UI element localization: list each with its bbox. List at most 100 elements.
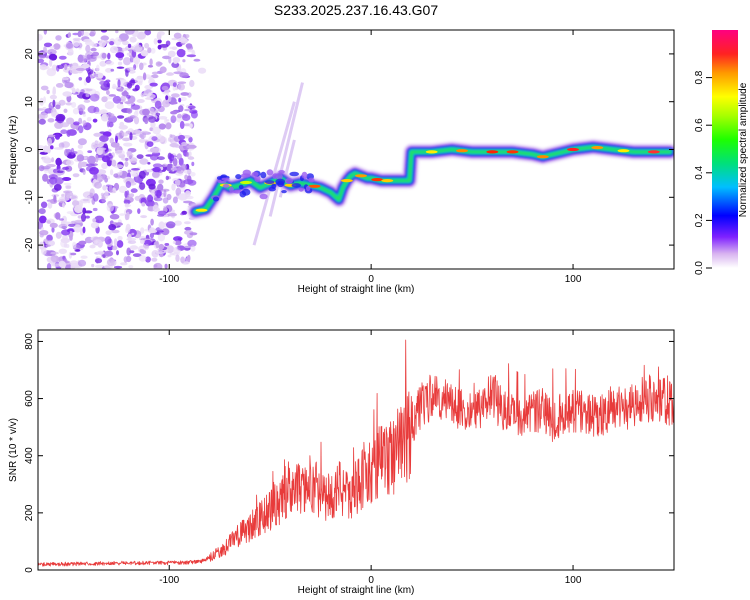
noise-speckle xyxy=(117,79,121,88)
noise-speckle xyxy=(151,136,158,142)
noise-speckle xyxy=(164,118,168,125)
noise-speckle xyxy=(140,227,145,234)
noise-speckle xyxy=(58,223,68,229)
noise-speckle xyxy=(126,52,132,56)
noise-speckle xyxy=(115,52,125,59)
noise-speckle xyxy=(188,136,193,143)
noise-speckle xyxy=(125,181,132,188)
noise-speckle xyxy=(128,265,134,269)
ridge-speckle xyxy=(235,174,242,180)
noise-speckle xyxy=(99,109,108,115)
noise-speckle xyxy=(71,101,77,108)
noise-speckle xyxy=(61,193,65,197)
noise-speckle xyxy=(67,48,74,56)
noise-speckle xyxy=(159,44,169,48)
noise-speckle xyxy=(94,264,105,269)
noise-speckle xyxy=(115,135,118,143)
noise-speckle xyxy=(111,159,117,167)
noise-speckle xyxy=(101,162,108,170)
x-tick-label: 100 xyxy=(565,274,582,285)
noise-speckle xyxy=(181,141,188,146)
chart-title: S233.2025.237.16.43.G07 xyxy=(274,2,438,18)
noise-speckle xyxy=(75,249,81,252)
noise-speckle xyxy=(46,234,53,242)
noise-speckle xyxy=(130,188,138,193)
noise-speckle xyxy=(104,101,115,110)
noise-speckle xyxy=(125,68,129,77)
noise-speckle xyxy=(154,100,162,110)
noise-speckle xyxy=(113,164,124,169)
noise-speckle xyxy=(97,72,104,79)
noise-speckle xyxy=(62,77,69,81)
noise-speckle xyxy=(43,46,47,54)
noise-speckle xyxy=(38,58,45,63)
noise-speckle xyxy=(77,104,86,112)
noise-speckle xyxy=(171,46,178,50)
noise-speckle xyxy=(90,222,100,229)
noise-speckle xyxy=(123,142,133,147)
ridge-speckle xyxy=(277,180,285,188)
ridge-streak xyxy=(268,82,304,217)
noise-speckle xyxy=(57,170,64,174)
noise-speckle xyxy=(126,150,132,156)
colorbar-tick-label: 0.2 xyxy=(694,213,705,227)
noise-speckle xyxy=(58,99,66,106)
noise-speckle xyxy=(109,169,114,176)
noise-speckle xyxy=(130,104,141,110)
x-tick-label: 0 xyxy=(368,274,374,285)
noise-speckle xyxy=(62,190,73,194)
ridge-speckle xyxy=(268,186,276,192)
ridge-speckle xyxy=(259,193,268,200)
noise-speckle xyxy=(132,44,143,53)
noise-speckle xyxy=(139,249,145,253)
noise-speckle xyxy=(55,157,62,166)
noise-speckle xyxy=(166,72,174,76)
noise-speckle xyxy=(117,115,125,119)
ridge-speckle xyxy=(239,190,247,198)
noise-speckle xyxy=(113,238,118,247)
noise-speckle xyxy=(140,215,148,219)
noise-speckle xyxy=(94,181,102,189)
noise-speckle xyxy=(142,108,150,116)
noise-speckle xyxy=(186,54,197,58)
noise-speckle xyxy=(152,163,163,168)
noise-speckle xyxy=(122,137,131,142)
noise-speckle xyxy=(94,258,103,264)
y-tick-label: 600 xyxy=(24,390,35,407)
noise-speckle xyxy=(149,82,158,87)
noise-speckle xyxy=(106,90,110,95)
noise-speckle xyxy=(96,64,100,72)
noise-speckle xyxy=(58,55,67,60)
noise-speckle xyxy=(149,147,159,153)
noise-speckle xyxy=(150,121,156,128)
noise-speckle xyxy=(42,106,47,110)
noise-speckle xyxy=(167,254,172,258)
noise-speckle xyxy=(119,87,124,93)
noise-speckle xyxy=(162,197,169,204)
noise-speckle xyxy=(118,185,127,193)
noise-speckle xyxy=(182,114,191,121)
ridge-speckle xyxy=(265,180,275,185)
noise-speckle xyxy=(82,113,86,117)
noise-speckle xyxy=(151,189,155,197)
noise-speckle xyxy=(59,218,64,221)
noise-speckle xyxy=(78,77,83,81)
noise-speckle xyxy=(143,199,152,203)
noise-speckle xyxy=(60,122,70,128)
noise-speckle xyxy=(136,154,144,160)
noise-speckle xyxy=(70,262,75,269)
noise-speckle xyxy=(170,134,176,138)
colorbar-tick-label: 0.4 xyxy=(694,165,705,179)
noise-speckle xyxy=(78,125,84,134)
noise-speckle xyxy=(146,141,154,148)
noise-speckle xyxy=(47,118,55,123)
noise-speckle xyxy=(82,207,87,215)
noise-speckle xyxy=(106,113,115,118)
noise-speckle xyxy=(157,233,166,242)
noise-speckle xyxy=(187,156,195,160)
noise-speckle xyxy=(55,35,62,41)
noise-speckle xyxy=(141,130,149,134)
noise-speckle xyxy=(91,263,95,268)
ridge-speckle xyxy=(254,175,261,183)
noise-speckle xyxy=(127,240,137,245)
